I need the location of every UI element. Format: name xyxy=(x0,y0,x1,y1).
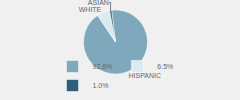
svg-text:HISPANIC: HISPANIC xyxy=(128,71,161,79)
svg-text:WHITE: WHITE xyxy=(79,6,102,13)
svg-text:ASIAN: ASIAN xyxy=(88,0,109,6)
svg-text:92.6%: 92.6% xyxy=(93,63,113,70)
svg-text:1.0%: 1.0% xyxy=(93,82,109,89)
svg-text:6.5%: 6.5% xyxy=(157,63,173,70)
